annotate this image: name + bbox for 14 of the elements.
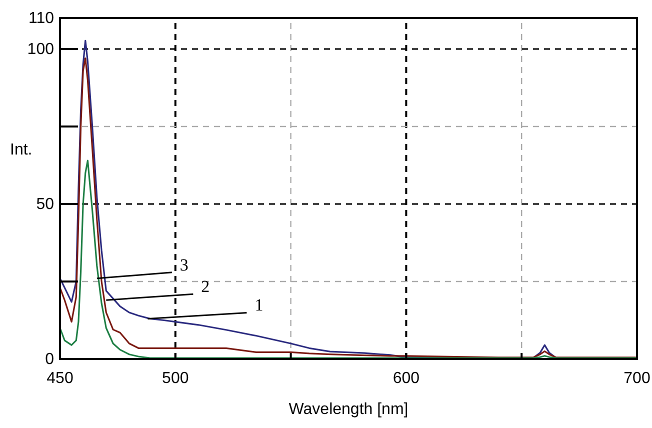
- x-axis-title: Wavelength [nm]: [288, 401, 408, 418]
- x-tick-label: 700: [624, 370, 650, 387]
- y-tick-label: 100: [27, 41, 54, 58]
- y-tick-label: 0: [45, 351, 54, 368]
- y-tick-label: 50: [36, 196, 54, 213]
- x-tick-label: 450: [46, 370, 74, 387]
- x-tick-label: 500: [162, 370, 189, 387]
- x-tick-label: 600: [392, 370, 420, 387]
- annotation: 3: [180, 255, 188, 274]
- annotation: 1: [254, 296, 264, 315]
- line-series: [59, 160, 638, 359]
- y-axis-title: Int.: [10, 141, 32, 158]
- annotation: 2: [201, 277, 210, 296]
- y-tick-label: 110: [28, 10, 54, 27]
